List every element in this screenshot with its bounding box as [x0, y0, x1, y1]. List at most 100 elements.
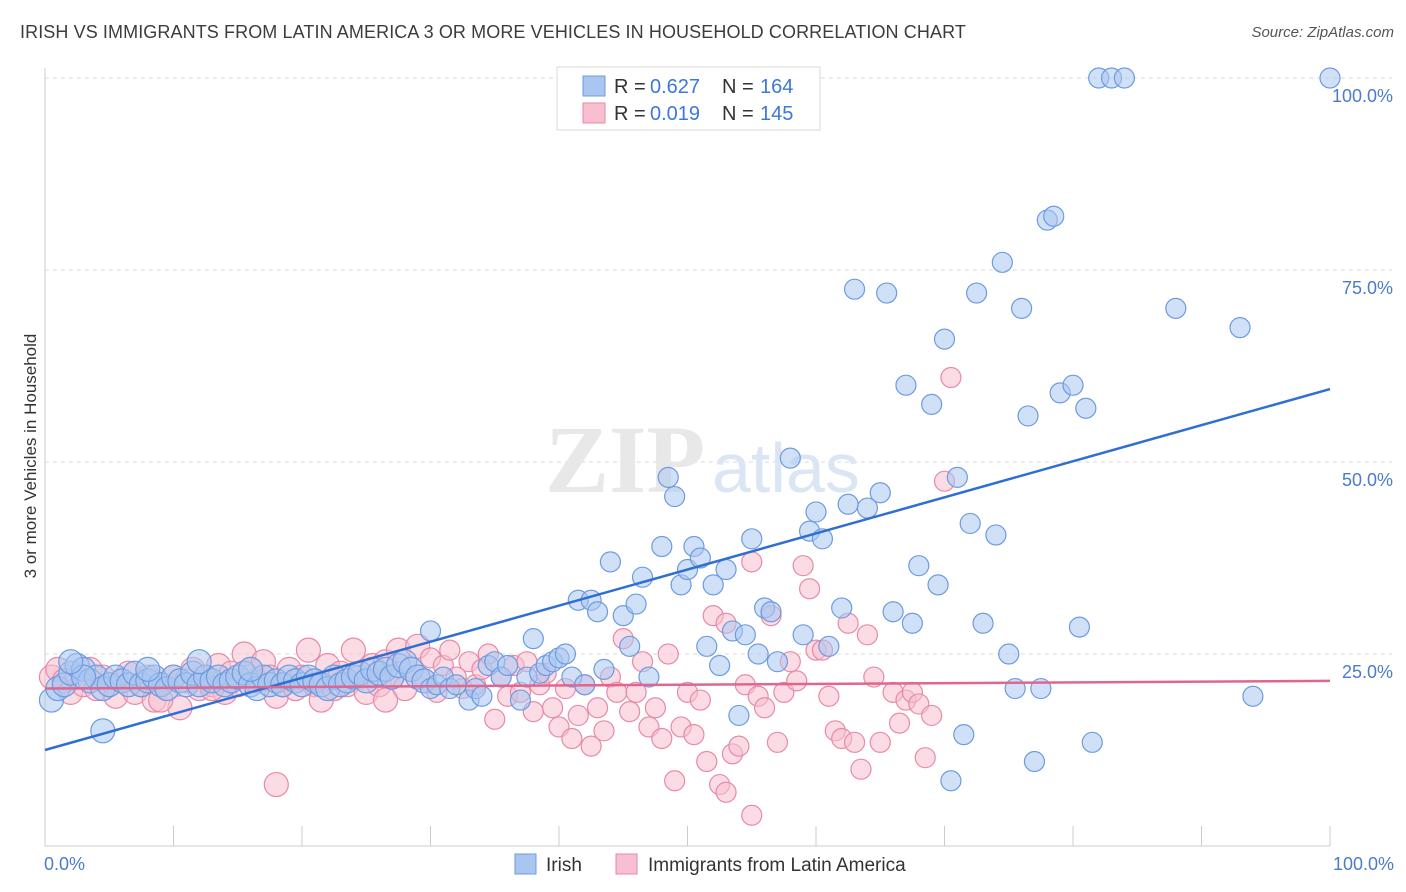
x-tick-label-1: 100.0% [1333, 854, 1394, 874]
top-legend: R = 0.627 N = 164 R = 0.019 N = 145 [556, 66, 821, 131]
legend-n-label-latin: N = [722, 103, 754, 125]
irish-point [689, 547, 711, 569]
legend-n-value-irish: 164 [760, 76, 793, 98]
source-note: Source: ZipAtlas.com [1251, 24, 1394, 41]
latin-america-point [651, 727, 673, 750]
irish-point [709, 654, 731, 677]
irish-point [779, 447, 801, 469]
irish-point [831, 597, 853, 619]
irish-point [927, 574, 949, 596]
irish-point [946, 466, 968, 488]
irish-point [734, 624, 756, 646]
irish-point [766, 651, 789, 673]
y-tick-label-0: 25.0% [1342, 662, 1393, 682]
latin-america-point [869, 731, 891, 753]
irish-point [953, 724, 975, 746]
irish-point [1081, 731, 1103, 753]
irish-point [882, 601, 904, 623]
bottom-legend: Irish Immigrants from Latin America [514, 853, 906, 876]
irish-point [497, 654, 519, 677]
axes [44, 68, 1331, 847]
latin-america-point [541, 697, 564, 719]
latin-america-point [263, 771, 289, 798]
irish-point [1229, 317, 1251, 339]
latin-america-point [818, 685, 840, 707]
irish-point [625, 593, 647, 615]
irish-point [664, 485, 686, 508]
irish-point [747, 643, 769, 665]
x-tick-label-0: 0.0% [44, 854, 85, 874]
irish-trend-line [44, 387, 1331, 752]
latin-america-point [741, 804, 763, 826]
irish-point [959, 512, 981, 535]
y-tick-label-3: 100.0% [1332, 86, 1393, 106]
latin-america-point [619, 700, 641, 723]
irish-point [895, 374, 917, 396]
legend-swatch-latin [582, 102, 606, 124]
y-axis-label: 3 or more Vehicles in Household [21, 334, 40, 579]
latin-america-point [921, 704, 943, 727]
irish-point [599, 551, 622, 573]
latin-america-point [728, 735, 750, 757]
latin-america-point [657, 643, 679, 665]
irish-point [554, 643, 577, 665]
latin-america-point [741, 551, 763, 573]
latin-america-point [843, 731, 866, 753]
latin-america-point [664, 770, 686, 792]
latin-america-point [439, 639, 461, 661]
irish-point [805, 501, 827, 523]
irish-point [522, 628, 544, 650]
irish-point [657, 466, 679, 488]
irish-point [908, 555, 930, 577]
latin-america-point [625, 681, 647, 704]
irish-point [837, 493, 859, 515]
irish-point [933, 328, 956, 350]
latin-america-point [766, 731, 789, 753]
irish-point [58, 649, 84, 675]
irish-point [741, 528, 763, 550]
latin-america-point [580, 735, 602, 757]
latin-america-point [644, 697, 666, 719]
latin-america-point [715, 781, 737, 803]
irish-point [985, 524, 1007, 546]
irish-point [843, 278, 866, 300]
latin-america-point [484, 708, 506, 730]
legend-r-value-irish: 0.627 [650, 76, 700, 98]
irish-point [1017, 405, 1039, 427]
irish-point [186, 649, 212, 675]
irish-point [1113, 67, 1136, 89]
legend-r-label-irish: R = [614, 76, 646, 98]
irish-point [901, 612, 923, 634]
irish-point [921, 393, 943, 415]
irish-point [869, 482, 891, 504]
irish-point [1165, 297, 1187, 319]
latin-america-point [786, 670, 808, 692]
latin-america-point [888, 712, 911, 734]
irish-point [1010, 297, 1033, 319]
irish-point [593, 658, 615, 680]
latin-america-point [914, 747, 936, 769]
latin-america-point [593, 720, 615, 742]
latin-america-point [586, 697, 609, 719]
irish-point [940, 770, 962, 792]
bottom-legend-swatch-irish [514, 853, 537, 875]
irish-point [1062, 374, 1084, 396]
irish-point [998, 643, 1020, 665]
latin-america-point [567, 704, 589, 727]
irish-point [702, 574, 724, 596]
latin-america-point [798, 578, 821, 600]
latin-america-point [753, 697, 776, 719]
irish-point [509, 689, 532, 711]
irish-point [419, 620, 442, 642]
latin-america-point [863, 666, 885, 688]
watermark-atlas: atlas [712, 429, 860, 507]
y-tick-labels: 25.0% 50.0% 75.0% 100.0% [1332, 86, 1393, 682]
latin-america-point [689, 689, 711, 711]
irish-point [991, 251, 1013, 273]
irish-point [471, 685, 493, 707]
latin-america-point [561, 727, 583, 750]
irish-point [586, 601, 609, 623]
irish-point [760, 601, 782, 623]
y-tick-label-2: 75.0% [1342, 278, 1393, 298]
